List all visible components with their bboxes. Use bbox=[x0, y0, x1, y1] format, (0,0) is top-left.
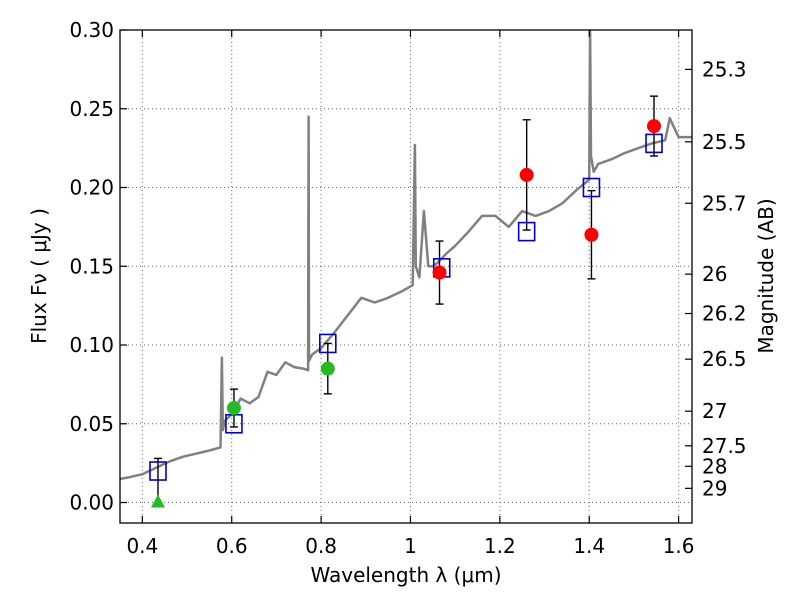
x-axis-label: Wavelength λ (μm) bbox=[310, 563, 501, 587]
y-tick-label: 0.25 bbox=[69, 97, 114, 121]
tick-layer: 0.4 0.6 0.8 1 1.2 1.4 1.6 0.00 0.05 0.10 0.15 0.20 0… bbox=[69, 18, 746, 558]
observed-point bbox=[226, 401, 241, 416]
model-square-marker bbox=[517, 221, 536, 242]
right-tick-label: 27 bbox=[702, 399, 727, 423]
observed-point bbox=[320, 361, 335, 376]
upper-limit-triangle bbox=[150, 494, 165, 508]
x-tick-label: 1 bbox=[404, 534, 417, 558]
model-square-marker bbox=[318, 333, 337, 354]
spectrum-line bbox=[120, 30, 692, 481]
right-tick-label: 26.5 bbox=[702, 347, 747, 371]
y-tick-label: 0.10 bbox=[69, 333, 114, 357]
observed-point bbox=[432, 265, 447, 280]
observed-point bbox=[647, 119, 662, 134]
y-axis-label: Flux Fν ( μJy ) bbox=[27, 208, 51, 344]
x-tick-label: 1.2 bbox=[484, 534, 516, 558]
right-tick-label: 28 bbox=[702, 454, 727, 478]
right-axis-label: Magnitude (AB) bbox=[754, 198, 778, 353]
right-tick-label: 29 bbox=[702, 476, 727, 500]
x-tick-label: 0.4 bbox=[126, 534, 158, 558]
x-tick-label: 1.4 bbox=[573, 534, 605, 558]
observed-point bbox=[584, 227, 599, 242]
model-square-marker bbox=[149, 461, 167, 481]
y-tick-label: 0.05 bbox=[69, 412, 114, 436]
spectrum-layer bbox=[120, 30, 692, 481]
x-tick-label: 0.6 bbox=[216, 534, 248, 558]
model-square-marker bbox=[582, 177, 601, 198]
y-tick-label: 0.15 bbox=[69, 254, 114, 278]
right-tick-label: 27.5 bbox=[702, 434, 747, 458]
y-tick-label: 0.20 bbox=[69, 176, 114, 200]
y-tick-label: 0.30 bbox=[69, 18, 114, 42]
observed-point bbox=[519, 167, 534, 182]
y-tick-label: 0.00 bbox=[69, 491, 114, 515]
plot-frame bbox=[119, 29, 693, 524]
marker-layer bbox=[149, 119, 663, 508]
right-tick-label: 25.5 bbox=[702, 130, 747, 154]
x-tick-label: 0.8 bbox=[305, 534, 337, 558]
x-tick-label: 1.6 bbox=[663, 534, 695, 558]
right-tick-label: 25.7 bbox=[702, 191, 747, 215]
right-tick-label: 26 bbox=[702, 262, 727, 286]
right-tick-label: 26.2 bbox=[702, 302, 747, 326]
model-square-marker bbox=[645, 133, 663, 154]
right-tick-label: 25.3 bbox=[702, 57, 747, 81]
